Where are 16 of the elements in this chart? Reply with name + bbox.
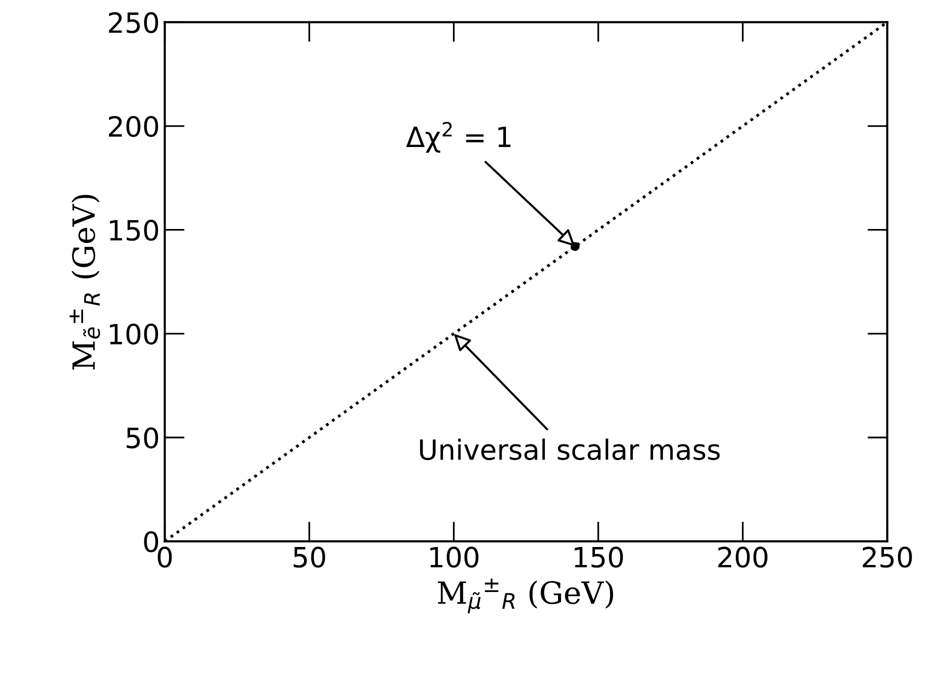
y-tick-label: 250: [108, 12, 158, 34]
y-axis-title: M$_{ẽ}$$^{±}$$_{R}$ (GeV): [70, 194, 100, 370]
y-tick-label: 150: [110, 220, 158, 241]
y-tick-label: 0: [144, 531, 158, 552]
y-tick-label: 100: [110, 324, 158, 345]
y-tick-label: 200: [108, 116, 158, 137]
x-tick-label: 150: [574, 546, 623, 568]
x-tick-label: 50: [294, 546, 326, 568]
x-tick-label: 200: [718, 546, 768, 568]
annotation: Δχ$^{2}$ = 1: [406, 122, 510, 153]
annotation: Universal scalar mass: [420, 438, 720, 460]
y-tick-label: 50: [126, 427, 158, 448]
x-tick-label: 0: [158, 546, 172, 568]
x-axis-title: M$_{μ̃}$$^{±}$$_{R}$ (GeV): [438, 578, 614, 614]
x-tick-label: 100: [430, 546, 478, 568]
x-tick-label: 250: [862, 546, 912, 568]
